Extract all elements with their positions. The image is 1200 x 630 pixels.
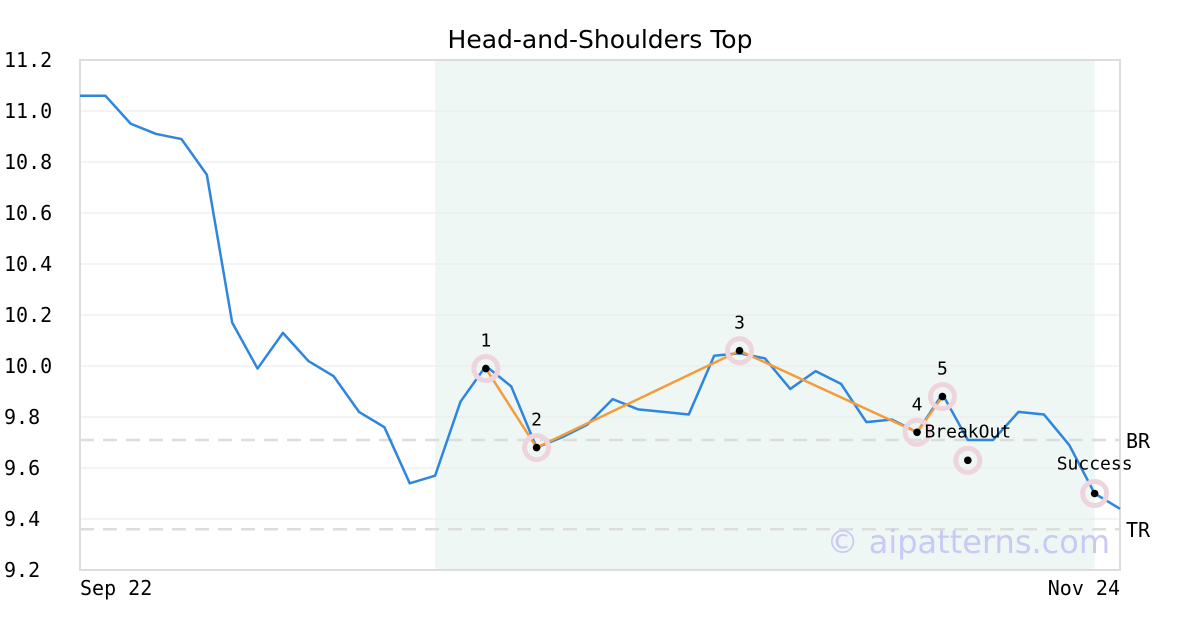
- pattern-segment: [484, 367, 538, 449]
- pattern-point-label-4: 4: [912, 394, 923, 415]
- pattern-point-2-halo: [522, 433, 552, 463]
- plot-frame: [79, 59, 1121, 571]
- pattern-segment: [536, 349, 741, 449]
- reference-label-br: BR: [1126, 429, 1151, 453]
- pattern-point-1-halo: [471, 354, 501, 384]
- pattern-point-4-dot: [913, 428, 921, 437]
- pattern-point-4-halo: [902, 417, 932, 447]
- event-label-breakout: BreakOut: [924, 421, 1011, 442]
- pattern-point-label-5: 5: [937, 359, 948, 380]
- pattern-point-label-3: 3: [734, 313, 745, 334]
- y-tick-label: 9.2: [4, 558, 40, 582]
- reference-lines: BR TR: [80, 429, 1151, 542]
- price-line: [80, 94, 1121, 510]
- y-tick-label: 10.2: [4, 303, 52, 327]
- pattern-markers: 1 2 3 45 BreakOut Success: [471, 313, 1133, 508]
- watermark: © aipatterns.com: [827, 523, 1110, 561]
- event-success-halo: [1080, 479, 1110, 508]
- pattern-point-label-2: 2: [531, 410, 542, 431]
- pattern-point-label-1: 1: [480, 331, 491, 352]
- event-success-dot: [1090, 489, 1099, 498]
- y-tick-label: 11.2: [4, 48, 52, 72]
- pattern-point-5-halo: [927, 382, 957, 412]
- y-axis-ticks: 11.2 11.0 10.8 10.6 10.4 10.2 10.0 9.8 9.6 9.4 9.2: [4, 48, 52, 582]
- pattern-point-1-dot: [482, 364, 490, 373]
- pattern-point-5-dot: [938, 392, 947, 401]
- y-tick-label: 10.6: [4, 201, 52, 225]
- event-label-success: Success: [1057, 454, 1133, 475]
- y-tick-label: 10.0: [4, 354, 52, 378]
- y-tick-label: 11.0: [4, 99, 52, 123]
- y-tick-label: 10.4: [4, 252, 52, 276]
- y-tick-label: 9.8: [4, 405, 40, 429]
- chart-title: Head-and-Shoulders Top: [448, 25, 753, 54]
- y-tick-label: 10.8: [4, 150, 52, 174]
- pattern-segment: [738, 349, 918, 434]
- pattern-segment: [916, 395, 944, 434]
- pattern-point-2-dot: [532, 443, 541, 452]
- x-tick-end: Nov 24: [1048, 576, 1120, 600]
- y-tick-label: 9.4: [4, 507, 40, 531]
- event-breakout-halo: [953, 445, 983, 475]
- pattern-point-3-dot: [735, 346, 744, 355]
- y-tick-label: 9.6: [4, 456, 40, 480]
- x-tick-start: Sep 22: [80, 576, 152, 600]
- pattern-lines: [484, 349, 944, 449]
- pattern-point-3-halo: [725, 336, 755, 366]
- event-breakout-dot: [964, 456, 972, 465]
- price-series: [80, 94, 1121, 510]
- reference-label-tr: TR: [1126, 518, 1151, 542]
